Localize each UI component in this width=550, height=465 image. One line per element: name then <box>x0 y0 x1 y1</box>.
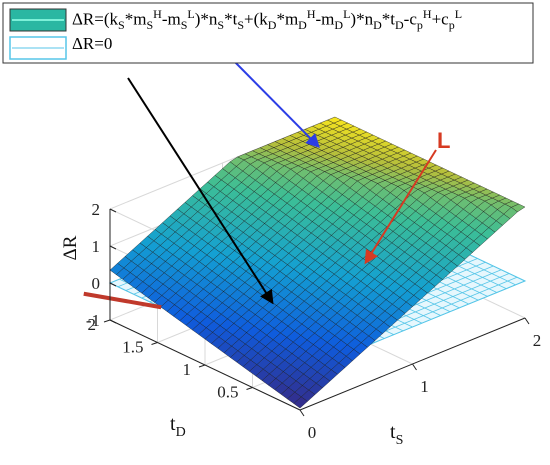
z-tick-label: 1 <box>92 237 101 256</box>
x-tick-label: 1 <box>420 377 429 396</box>
legend-label-surface: ΔR=(kS*mSH-mSL)*nS*tS+(kD*mDH-mDL)*nD*tD… <box>72 7 463 33</box>
annotation-arrows <box>127 54 437 305</box>
surface-patch <box>109 263 125 275</box>
z-tick-mark <box>109 208 117 213</box>
arrow-to-plane <box>127 77 274 305</box>
y-axis-label: tD <box>170 413 186 440</box>
y-tick-mark <box>103 319 111 323</box>
z-tick-mark <box>109 282 117 287</box>
z-tick-label: 0 <box>92 274 101 293</box>
legend-label-plane: ΔR=0 <box>72 34 113 53</box>
x-tick-label: 0 <box>308 423 317 442</box>
y-tick-label: 2 <box>88 315 97 334</box>
arrow-to-surface <box>227 54 320 148</box>
y-tick-mark <box>151 342 158 345</box>
legend-entry-plane: ΔR=0 <box>72 34 113 53</box>
y-tick-label: 1 <box>183 360 192 379</box>
z-tick-label: -1 <box>86 311 100 330</box>
arrow-to-intersection <box>364 149 437 265</box>
y-tick-mark <box>246 387 253 390</box>
x-axis-label: tS <box>390 421 403 448</box>
z-tick-label: 2 <box>92 200 101 219</box>
delta-r-surface <box>109 116 526 409</box>
intersection-line-L <box>83 291 162 310</box>
legend-entry-surface: ΔR=(kS*mSH-mSL)*nS*tS+(kD*mDH-mDL)*nD*tD… <box>72 7 463 33</box>
y-tick-mark <box>198 364 206 368</box>
legend: ΔR=(kS*mSH-mSL)*nS*tS+(kD*mDH-mDL)*nD*tD… <box>2 2 534 64</box>
z-tick-mark <box>109 319 117 324</box>
z-tick-mark <box>109 245 117 250</box>
x-tick-label: 2 <box>533 331 542 350</box>
x-tick-mark <box>412 363 417 371</box>
x-tick-mark <box>299 409 305 417</box>
z-axis-label: ΔR <box>60 235 81 260</box>
y-tick-label: 0.5 <box>217 383 238 402</box>
x-tick-mark <box>524 317 530 325</box>
y-tick-label: 1.5 <box>122 338 143 357</box>
tick-labels: -1 0 1 2 0 1 2 0.5 1 1.5 2 <box>86 200 541 442</box>
legend-box <box>2 2 534 64</box>
intersection-label: L <box>437 128 450 153</box>
